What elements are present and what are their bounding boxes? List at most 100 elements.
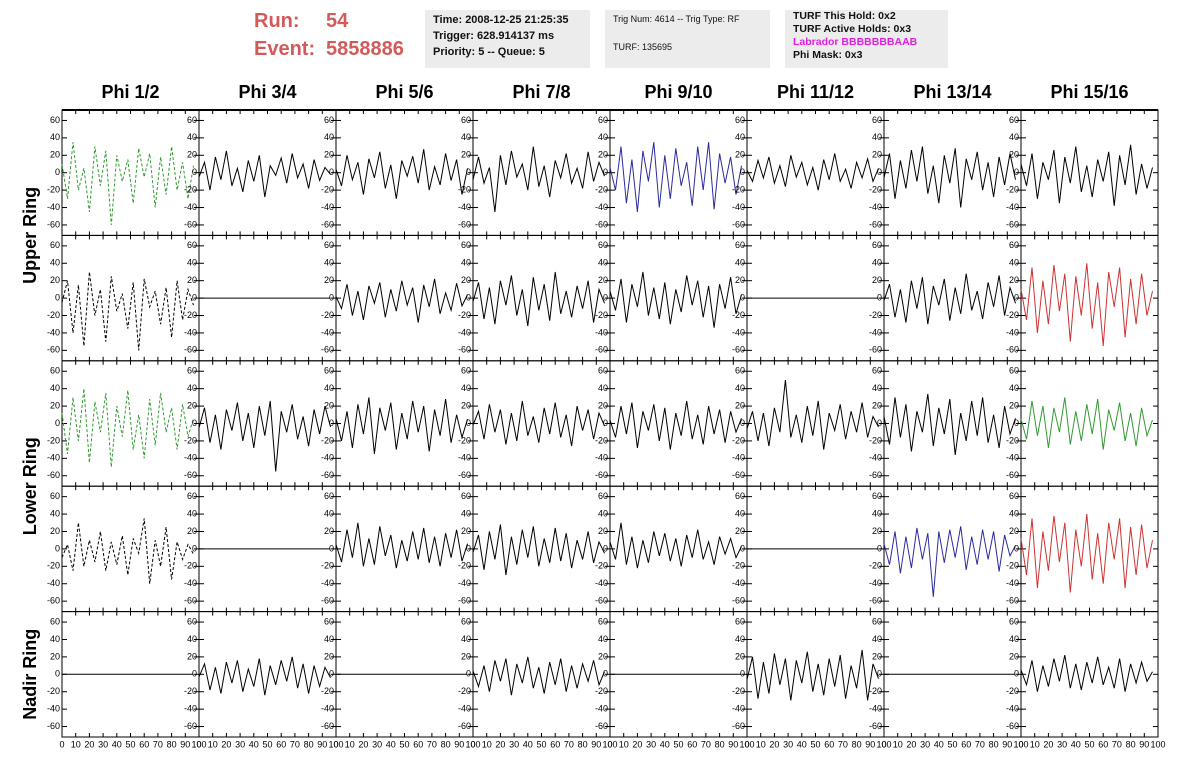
waveform	[746, 379, 879, 450]
waveform	[1020, 263, 1153, 347]
x-tick-label: 0	[333, 739, 338, 749]
y-tick-label: 60	[872, 115, 882, 125]
y-tick-label: -20	[47, 435, 60, 445]
column-title: Phi 15/16	[1050, 82, 1128, 102]
y-tick-label: -40	[869, 327, 882, 337]
y-tick-label: 40	[1009, 132, 1019, 142]
waveform	[335, 278, 468, 323]
y-tick-label: -20	[458, 435, 471, 445]
y-tick-label: 0	[329, 669, 334, 679]
y-tick-label: -40	[869, 578, 882, 588]
y-tick-label: -20	[595, 686, 608, 696]
y-tick-label: 20	[50, 651, 60, 661]
y-tick-label: 40	[1009, 634, 1019, 644]
y-tick-label: 60	[187, 616, 197, 626]
x-tick-label: 70	[427, 739, 437, 749]
y-tick-label: 0	[329, 543, 334, 553]
x-tick-label: 100	[602, 739, 617, 749]
x-tick-label: 0	[607, 739, 612, 749]
y-tick-label: 20	[598, 400, 608, 410]
y-tick-label: -60	[321, 345, 334, 355]
y-tick-label: 20	[50, 526, 60, 536]
x-tick-label: 60	[276, 739, 286, 749]
y-tick-label: 40	[187, 132, 197, 142]
y-tick-label: 60	[324, 115, 334, 125]
column-title: Phi 9/10	[644, 82, 712, 102]
y-tick-label: 0	[740, 669, 745, 679]
y-tick-label: -40	[458, 704, 471, 714]
y-tick-label: -40	[1006, 202, 1019, 212]
ring-label: Upper Ring	[20, 187, 40, 284]
y-tick-label: 0	[603, 418, 608, 428]
x-tick-label: 60	[550, 739, 560, 749]
y-tick-label: 60	[324, 616, 334, 626]
y-tick-label: -20	[595, 561, 608, 571]
x-tick-label: 10	[208, 739, 218, 749]
x-tick-label: 10	[71, 739, 81, 749]
x-tick-label: 10	[619, 739, 629, 749]
y-tick-label: -20	[184, 184, 197, 194]
x-tick-label: 10	[345, 739, 355, 749]
y-tick-label: 0	[192, 669, 197, 679]
y-tick-label: 40	[324, 383, 334, 393]
y-tick-label: 20	[735, 651, 745, 661]
waveform	[61, 271, 194, 351]
y-tick-label: 20	[872, 275, 882, 285]
x-tick-label: 30	[646, 739, 656, 749]
y-tick-label: 20	[324, 275, 334, 285]
panel-frame	[1020, 360, 1159, 487]
y-tick-label: -60	[184, 721, 197, 731]
x-tick-label: 50	[536, 739, 546, 749]
y-tick-label: -20	[869, 435, 882, 445]
x-tick-label: 80	[167, 739, 177, 749]
y-tick-label: 0	[877, 418, 882, 428]
waveform	[746, 649, 879, 701]
y-tick-label: 40	[598, 132, 608, 142]
x-tick-label: 50	[947, 739, 957, 749]
y-tick-label: 20	[461, 651, 471, 661]
y-tick-label: 60	[324, 491, 334, 501]
y-tick-label: 0	[740, 418, 745, 428]
waveform	[746, 153, 879, 191]
info-line: Trig Num: 4614 -- Trig Type: RF	[613, 14, 740, 24]
y-tick-label: 40	[1009, 383, 1019, 393]
y-tick-label: -20	[321, 561, 334, 571]
info-line: Labrador BBBBBBBAAB	[793, 36, 918, 48]
x-tick-label: 100	[191, 739, 206, 749]
x-tick-label: 30	[235, 739, 245, 749]
y-tick-label: 0	[877, 292, 882, 302]
y-tick-label: -40	[458, 202, 471, 212]
y-tick-label: -40	[321, 704, 334, 714]
y-tick-label: -20	[732, 561, 745, 571]
y-tick-label: 20	[461, 150, 471, 160]
panel-frame	[746, 611, 885, 738]
y-tick-label: 60	[461, 616, 471, 626]
y-tick-label: -40	[47, 327, 60, 337]
y-tick-label: -60	[732, 219, 745, 229]
y-tick-label: -20	[732, 435, 745, 445]
y-tick-label: 40	[187, 508, 197, 518]
waveform	[335, 397, 468, 455]
ring-label: Lower Ring	[20, 437, 40, 535]
y-tick-label: -40	[47, 578, 60, 588]
y-tick-label: -60	[595, 721, 608, 731]
waveform	[883, 273, 1016, 325]
x-tick-label: 80	[441, 739, 451, 749]
y-tick-label: 0	[466, 418, 471, 428]
y-tick-label: 60	[735, 491, 745, 501]
y-tick-label: 20	[735, 275, 745, 285]
y-tick-label: -40	[47, 704, 60, 714]
waveform	[1020, 397, 1153, 450]
x-tick-label: 0	[881, 739, 886, 749]
x-tick-label: 10	[756, 739, 766, 749]
x-tick-label: 20	[769, 739, 779, 749]
y-tick-label: -60	[1006, 345, 1019, 355]
y-tick-label: 20	[187, 651, 197, 661]
y-tick-label: 20	[461, 275, 471, 285]
y-tick-label: -40	[869, 202, 882, 212]
y-tick-label: 40	[461, 508, 471, 518]
panel-frame	[61, 109, 200, 236]
y-tick-label: -20	[184, 561, 197, 571]
column-title: Phi 5/6	[375, 82, 433, 102]
